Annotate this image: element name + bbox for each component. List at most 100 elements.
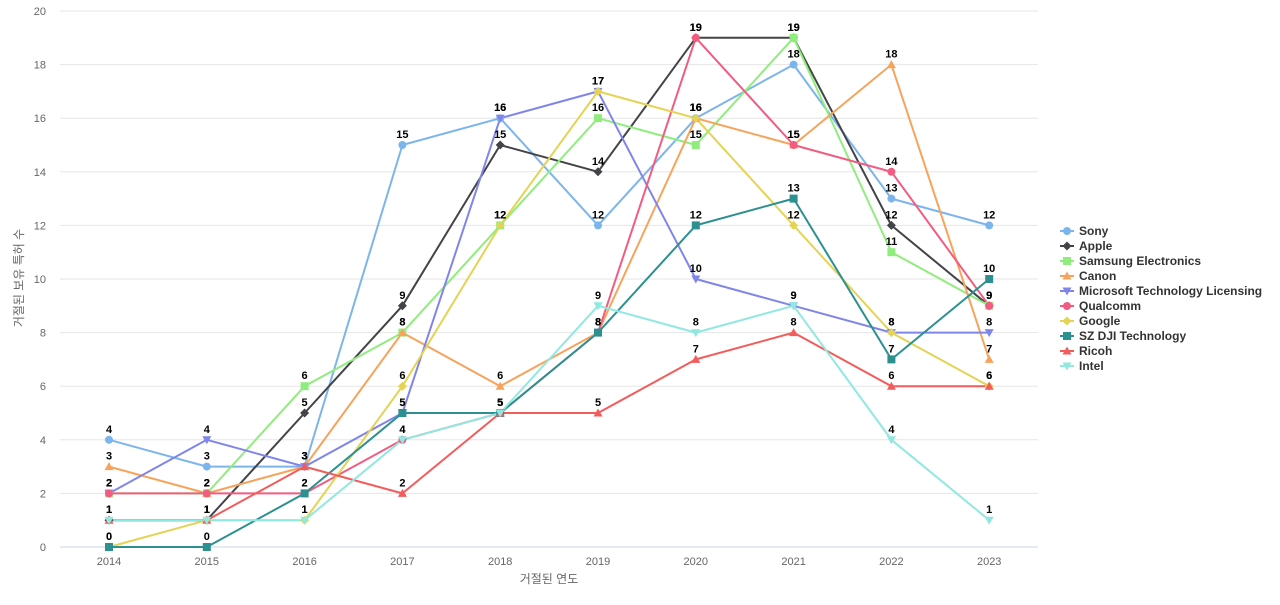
data-point xyxy=(887,167,896,176)
legend-item[interactable]: Apple xyxy=(1060,239,1113,253)
data-point xyxy=(593,408,603,417)
data-label: 19 xyxy=(690,22,702,34)
data-point xyxy=(397,488,407,497)
y-tick-label: 4 xyxy=(40,435,46,447)
legend-marker xyxy=(1063,227,1071,235)
data-label: 9 xyxy=(986,290,992,302)
data-label: 8 xyxy=(888,317,894,329)
legend-item[interactable]: Canon xyxy=(1060,269,1116,283)
legend-label: Google xyxy=(1079,314,1121,328)
data-point xyxy=(495,220,505,230)
data-label: 3 xyxy=(302,451,308,463)
data-label: 2 xyxy=(399,477,405,489)
legend-label: Microsoft Technology Licensing xyxy=(1079,284,1262,298)
x-tick-label: 2022 xyxy=(879,556,903,568)
data-point xyxy=(691,354,701,363)
data-label: 5 xyxy=(399,397,405,409)
data-point xyxy=(397,381,407,391)
data-label: 16 xyxy=(592,102,604,114)
data-label: 2 xyxy=(106,477,112,489)
data-label: 8 xyxy=(595,317,601,329)
data-point xyxy=(691,141,700,149)
x-tick-label: 2014 xyxy=(97,556,121,568)
legend-item[interactable]: SZ DJI Technology xyxy=(1060,329,1186,343)
series-line xyxy=(109,36,991,495)
data-point xyxy=(984,329,994,338)
data-label: 4 xyxy=(888,424,895,436)
data-point xyxy=(985,221,994,230)
data-point xyxy=(691,275,701,284)
data-label: 12 xyxy=(592,209,604,221)
data-point xyxy=(887,248,896,257)
data-label: 15 xyxy=(787,129,799,141)
legend-item[interactable]: Intel xyxy=(1060,359,1104,373)
data-label: 9 xyxy=(791,290,797,302)
data-label: 2 xyxy=(204,477,210,489)
data-label: 6 xyxy=(302,370,308,382)
data-label: 12 xyxy=(885,209,897,221)
data-point xyxy=(495,114,505,123)
data-point xyxy=(593,86,603,96)
data-label: 6 xyxy=(986,370,992,382)
data-point xyxy=(202,543,211,551)
y-tick-label: 20 xyxy=(34,6,46,18)
data-label: 11 xyxy=(886,236,898,248)
data-label: 17 xyxy=(592,75,604,87)
data-label: 0 xyxy=(106,531,112,543)
data-label: 5 xyxy=(595,397,601,409)
data-point xyxy=(985,301,994,310)
data-label: 5 xyxy=(399,397,405,409)
data-point xyxy=(789,60,798,69)
data-point xyxy=(593,302,603,311)
data-label: 19 xyxy=(690,22,702,34)
data-label: 12 xyxy=(690,209,702,221)
data-point xyxy=(105,543,113,551)
data-point xyxy=(594,328,602,337)
legend-item[interactable]: Google xyxy=(1060,314,1121,328)
data-label: 12 xyxy=(983,209,995,221)
data-point xyxy=(398,409,407,417)
x-tick-label: 2015 xyxy=(195,556,219,568)
y-tick-label: 6 xyxy=(40,381,46,393)
data-label: 7 xyxy=(986,343,992,355)
data-label: 2 xyxy=(106,477,112,489)
legend-item[interactable]: Sony xyxy=(1060,224,1109,238)
legend-marker xyxy=(1062,346,1072,355)
data-label: 5 xyxy=(497,397,503,409)
y-tick-label: 16 xyxy=(34,113,46,125)
data-label: 16 xyxy=(690,102,702,114)
data-label: 8 xyxy=(595,317,601,329)
legend-item[interactable]: Samsung Electronics xyxy=(1060,254,1201,268)
x-tick-label: 2023 xyxy=(977,556,1001,568)
data-point xyxy=(593,167,603,177)
data-point xyxy=(789,194,798,203)
legend-item[interactable]: Microsoft Technology Licensing xyxy=(1060,284,1262,298)
data-label: 9 xyxy=(986,290,992,302)
data-label: 8 xyxy=(791,317,797,329)
data-label: 0 xyxy=(106,531,112,543)
data-point xyxy=(887,194,896,203)
data-label: 9 xyxy=(595,290,601,302)
data-point xyxy=(495,409,505,418)
data-label: 6 xyxy=(986,370,992,382)
legend-item[interactable]: Ricoh xyxy=(1060,344,1112,358)
legend-marker xyxy=(1063,332,1071,340)
data-label: 4 xyxy=(399,424,406,436)
data-point xyxy=(789,328,799,337)
data-point xyxy=(789,141,798,149)
data-point xyxy=(984,516,994,525)
data-point xyxy=(594,114,602,123)
data-point xyxy=(495,381,505,390)
x-axis-title: 거절된 연도 xyxy=(520,572,579,586)
data-label: 5 xyxy=(302,397,308,409)
data-label: 15 xyxy=(494,129,506,141)
data-point xyxy=(985,275,994,283)
legend-marker xyxy=(1062,287,1072,296)
data-label: 8 xyxy=(693,317,699,329)
data-label: 9 xyxy=(986,290,992,302)
legend-item[interactable]: Qualcomm xyxy=(1060,299,1141,313)
data-label: 14 xyxy=(592,156,605,168)
data-point xyxy=(886,436,896,445)
data-point xyxy=(397,436,407,445)
